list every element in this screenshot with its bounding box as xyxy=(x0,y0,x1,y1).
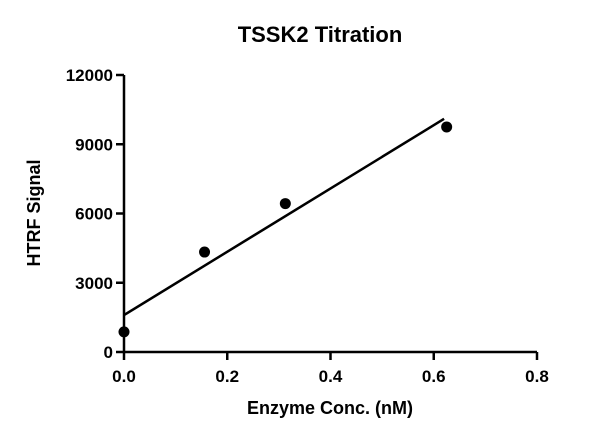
y-axis: 0 3000 6000 9000 12000 xyxy=(66,66,126,362)
data-point xyxy=(199,246,211,258)
y-tick-label: 12000 xyxy=(66,66,113,85)
x-tick-label: 0.4 xyxy=(319,367,343,386)
y-tick-label: 0 xyxy=(104,343,113,362)
chart-title: TSSK2 Titration xyxy=(238,22,403,47)
x-tick-label: 0.6 xyxy=(422,367,446,386)
x-tick-label: 0.0 xyxy=(112,367,136,386)
x-tick-label: 0.2 xyxy=(215,367,239,386)
data-point xyxy=(279,198,291,210)
y-tick-label: 9000 xyxy=(75,135,113,154)
x-axis-label: Enzyme Conc. (nM) xyxy=(247,398,413,418)
data-points xyxy=(118,121,453,338)
data-point xyxy=(118,326,130,338)
y-axis-label: HTRF Signal xyxy=(24,160,44,267)
x-tick-label: 0.8 xyxy=(525,367,549,386)
fit-line xyxy=(123,117,445,317)
x-axis: 0.0 0.2 0.4 0.6 0.8 xyxy=(112,350,549,386)
y-tick-label: 3000 xyxy=(75,274,113,293)
y-tick-label: 6000 xyxy=(75,205,113,224)
data-point xyxy=(441,121,453,133)
